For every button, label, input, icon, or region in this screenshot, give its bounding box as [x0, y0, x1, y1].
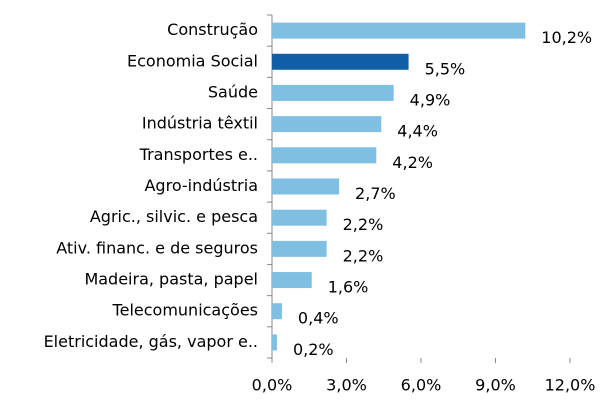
y-tick-label: Saúde — [208, 82, 258, 101]
y-tick-label: Eletricidade, gás, vapor e.. — [44, 332, 258, 351]
y-tick-label: Ativ. financ. e de seguros — [56, 238, 258, 257]
bar — [272, 178, 340, 195]
value-label: 10,2% — [541, 28, 592, 47]
x-tick-label: 6,0% — [401, 376, 442, 395]
y-tick-label: Agro-indústria — [144, 176, 258, 195]
x-tick-label: 12,0% — [545, 376, 596, 395]
y-tick-label: Madeira, pasta, papel — [84, 270, 258, 289]
bar — [272, 272, 312, 289]
bar — [272, 22, 526, 39]
bar — [272, 303, 282, 320]
bar — [272, 147, 377, 164]
y-tick-label: Transportes e.. — [139, 145, 258, 164]
value-label: 1,6% — [328, 278, 369, 297]
value-label: 2,7% — [355, 184, 396, 203]
value-label: 5,5% — [425, 59, 466, 78]
y-tick-label: Construção — [167, 20, 258, 39]
x-tick-label: 0,0% — [252, 376, 293, 395]
bar — [272, 53, 409, 70]
value-label: 2,2% — [343, 215, 384, 234]
bar — [272, 116, 382, 133]
bar — [272, 84, 394, 101]
value-label: 0,4% — [298, 309, 339, 328]
y-tick-label: Telecomunicações — [112, 301, 258, 320]
x-tick-label: 3,0% — [326, 376, 367, 395]
value-label: 4,9% — [410, 90, 451, 109]
x-tick-label: 9,0% — [475, 376, 516, 395]
value-label: 4,4% — [397, 122, 438, 141]
y-tick-label: Economia Social — [127, 51, 258, 70]
bar — [272, 209, 327, 226]
y-tick-label: Agric., silvic. e pesca — [90, 207, 258, 226]
value-label: 4,2% — [392, 153, 433, 172]
bar — [272, 334, 277, 351]
value-label: 2,2% — [343, 246, 384, 265]
value-label: 0,2% — [293, 340, 334, 359]
y-tick-label: Indústria têxtil — [142, 114, 258, 133]
bar — [272, 240, 327, 257]
